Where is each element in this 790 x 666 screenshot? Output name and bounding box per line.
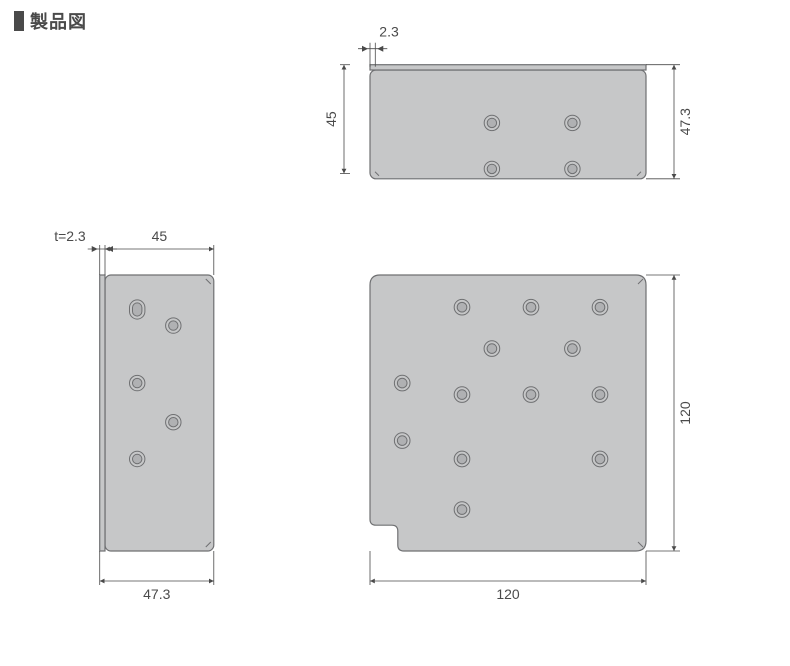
top-view: 2.3 45 47.3 — [323, 24, 693, 179]
side-body — [105, 275, 214, 551]
svg-text:45: 45 — [323, 111, 339, 127]
dim-47_3-top: 47.3 — [677, 108, 693, 135]
dim-45-side: 45 — [152, 228, 168, 244]
front-plate — [370, 275, 646, 551]
dim-120w: 120 — [496, 586, 520, 602]
product-drawing: 2.3 45 47.3 t=2.3 45 47.3 120 120 — [0, 0, 790, 661]
top-flange — [370, 70, 646, 179]
dim-2_3: 2.3 — [379, 24, 399, 40]
section-title: 製品図 — [14, 8, 87, 34]
dim-47_3-side: 47.3 — [143, 586, 170, 602]
side-view: t=2.3 45 47.3 — [54, 228, 214, 602]
title-text: 製品図 — [30, 8, 87, 34]
dim-120h: 120 — [677, 401, 693, 425]
title-marker — [14, 11, 24, 31]
front-view: 120 120 — [370, 275, 693, 602]
dim-t2_3: t=2.3 — [54, 228, 86, 244]
